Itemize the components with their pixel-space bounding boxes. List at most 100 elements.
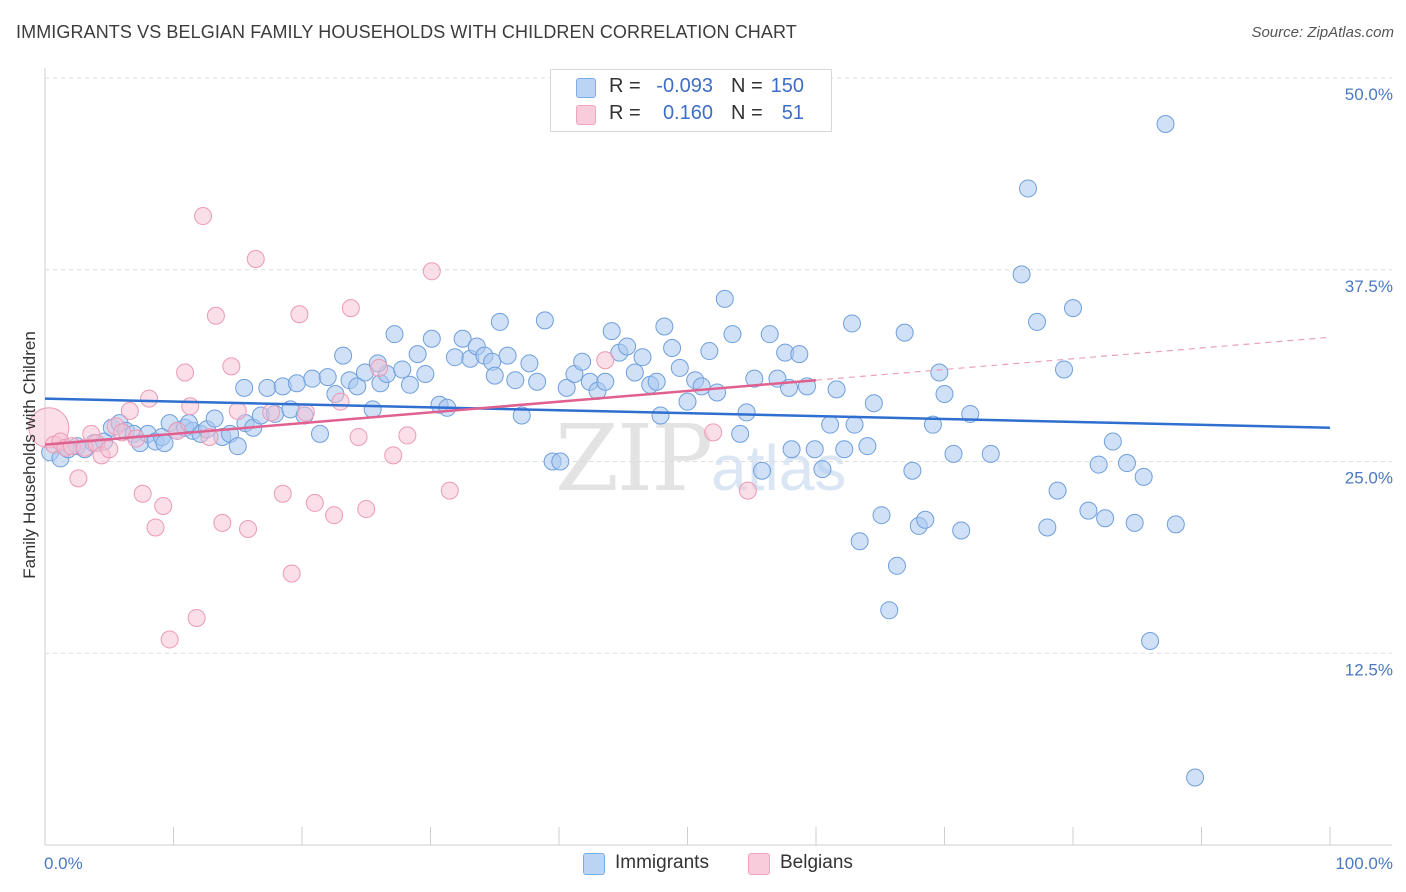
immigrants-point	[782, 440, 801, 459]
immigrants-label: Immigrants	[615, 852, 709, 873]
axis-labels: 12.5% 25.0% 37.5% 50.0% 0.0% 100.0% Family Hou…	[20, 85, 1393, 873]
immigrants-point	[813, 460, 832, 479]
immigrants-point	[416, 365, 435, 384]
belgians-point	[273, 484, 292, 503]
immigrants-point	[715, 289, 734, 308]
belgians-point	[206, 306, 225, 325]
series-legend: Immigrants Belgians	[0, 851, 1406, 879]
immigrants-point	[408, 345, 427, 364]
immigrants-point	[334, 346, 353, 365]
belgians-point	[596, 351, 615, 370]
immigrants-point	[1141, 631, 1160, 650]
legend-r-value: -0.093	[656, 75, 713, 97]
belgians-point	[370, 358, 389, 377]
legend-n-label: N =	[731, 102, 763, 124]
immigrants-point	[753, 461, 772, 480]
immigrants-point	[981, 444, 1000, 463]
immigrants-point	[363, 400, 382, 419]
immigrants-point	[490, 312, 509, 331]
immigrants-point	[520, 354, 539, 373]
immigrants-point	[827, 380, 846, 399]
immigrants-point	[1019, 179, 1038, 198]
gridlines	[45, 77, 1392, 654]
immigrants-point	[557, 378, 576, 397]
belgians-point	[704, 423, 723, 442]
legend-r-value: 0.160	[662, 102, 713, 124]
immigrants-point	[842, 314, 861, 333]
legend-row-immigrants: R = -0.093 N = 150	[551, 75, 831, 101]
immigrants-point	[916, 510, 935, 529]
y-axis-title: Family Households with Children	[20, 331, 39, 579]
chart-title: IMMIGRANTS VS BELGIAN FAMILY HOUSEHOLDS …	[16, 22, 797, 42]
immigrants-point	[618, 337, 637, 356]
immigrants-point	[633, 348, 652, 367]
belgians-point	[154, 496, 173, 515]
immigrants-trend-line	[44, 397, 1331, 430]
legend-swatch-blue	[576, 78, 596, 98]
immigrants-point	[1166, 515, 1185, 534]
belgians-point	[187, 608, 206, 627]
axes	[44, 68, 1392, 846]
immigrants-point	[310, 424, 329, 443]
immigrants-point	[692, 377, 711, 396]
legend-n-label: N =	[731, 75, 763, 97]
y-tick-label: 50.0%	[1345, 85, 1393, 104]
immigrants-point	[858, 437, 877, 456]
immigrants-points	[41, 115, 1205, 787]
immigrants-point	[1156, 115, 1175, 134]
immigrants-point	[708, 383, 727, 402]
immigrants-point	[1103, 432, 1122, 451]
immigrants-point	[850, 532, 869, 551]
immigrants-point	[1079, 501, 1098, 520]
belgians-point	[194, 207, 213, 226]
belgians-point	[160, 630, 179, 649]
belgians-point	[140, 389, 159, 408]
immigrants-point	[903, 461, 922, 480]
trend-lines	[44, 336, 1331, 446]
belgians-label: Belgians	[780, 852, 853, 873]
x-tick-label-max: 100.0%	[1335, 854, 1393, 873]
belgians-point	[422, 262, 441, 281]
immigrants-point	[348, 377, 367, 396]
immigrants-point	[318, 368, 337, 387]
immigrants-point	[1048, 481, 1067, 500]
immigrants-point	[835, 440, 854, 459]
immigrants-point	[655, 317, 674, 336]
immigrants-point	[573, 352, 592, 371]
legend-n-value: 150	[770, 75, 804, 97]
immigrants-point	[228, 437, 247, 456]
immigrants-point	[678, 392, 697, 411]
watermark-zip: ZIP	[555, 405, 713, 512]
immigrants-point	[930, 363, 949, 382]
belgians-point	[325, 506, 344, 525]
immigrants-point	[453, 329, 472, 348]
immigrants-point	[385, 325, 404, 344]
belgians-point	[296, 403, 315, 422]
immigrants-point	[445, 348, 464, 367]
immigrants-point	[952, 521, 971, 540]
belgians-point	[440, 481, 459, 500]
immigrants-point	[700, 342, 719, 361]
immigrants-point	[625, 363, 644, 382]
immigrants-point	[731, 424, 750, 443]
belgians-point	[213, 513, 232, 532]
immigrants-point	[551, 452, 570, 471]
immigrants-point	[923, 415, 942, 434]
immigrants-point	[647, 372, 666, 391]
immigrants-point	[737, 403, 756, 422]
immigrants-point	[485, 366, 504, 385]
immigrants-point	[400, 375, 419, 394]
belgians-point	[349, 427, 368, 446]
immigrants-point	[723, 325, 742, 344]
belgians-point	[120, 401, 139, 420]
immigrants-point	[235, 378, 254, 397]
immigrants-point	[880, 601, 899, 620]
immigrants-point	[944, 444, 963, 463]
y-tick-label: 12.5%	[1345, 660, 1393, 679]
immigrants-point	[155, 434, 174, 453]
belgians-point	[262, 403, 281, 422]
belgians-point	[305, 493, 324, 512]
immigrants-swatch	[583, 853, 605, 875]
belgians-point	[239, 519, 258, 538]
immigrants-point	[961, 404, 980, 423]
